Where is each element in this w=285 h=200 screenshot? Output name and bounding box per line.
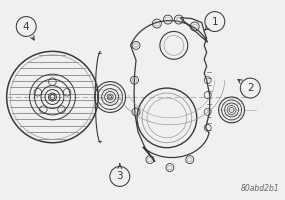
Text: 3: 3 [117, 171, 123, 181]
Text: 4: 4 [23, 22, 30, 32]
Text: 1: 1 [211, 17, 218, 27]
Text: 2: 2 [247, 83, 254, 93]
Text: 80abd2b1: 80abd2b1 [241, 184, 279, 193]
